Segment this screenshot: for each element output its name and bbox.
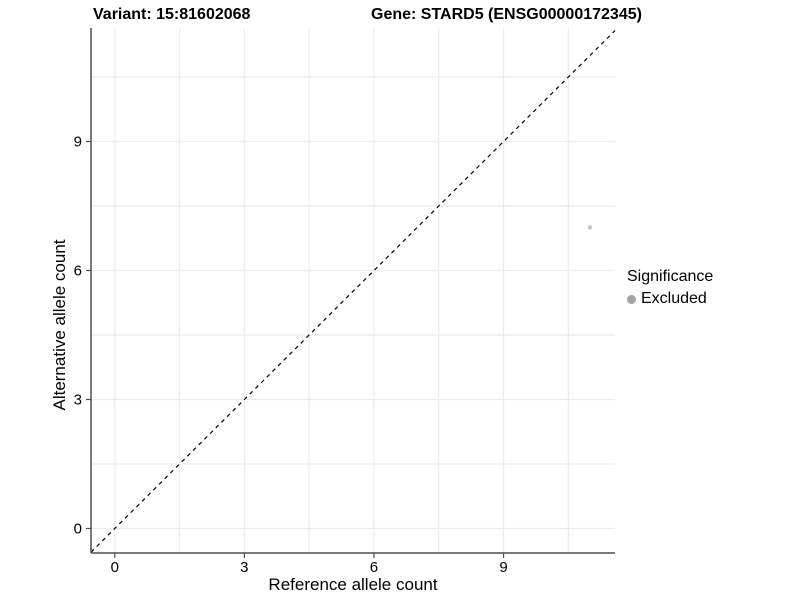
y-axis-label: Alternative allele count (50, 239, 69, 411)
legend-entry-label: Excluded (641, 290, 707, 307)
y-tick-label: 9 (74, 134, 82, 151)
x-tick-label: 3 (240, 559, 248, 576)
x-axis-label: Reference allele count (268, 575, 438, 594)
variant-title: Variant: 15:81602068 (93, 6, 251, 23)
legend-entry-excluded: Excluded (627, 290, 713, 308)
data-point-excluded (587, 225, 593, 230)
legend: Significance Excluded (627, 268, 713, 308)
excluded-point-icon (627, 294, 636, 304)
y-tick-label: 0 (74, 520, 82, 537)
x-tick-label: 6 (370, 559, 378, 576)
gene-title: Gene: STARD5 (ENSG00000172345) (371, 6, 642, 23)
legend-title: Significance (627, 268, 714, 285)
y-tick-label: 3 (74, 391, 82, 408)
identity-line (90, 30, 616, 553)
y-tick-label: 6 (74, 263, 82, 280)
x-tick-label: 0 (111, 559, 119, 576)
x-tick-label: 9 (499, 559, 507, 576)
